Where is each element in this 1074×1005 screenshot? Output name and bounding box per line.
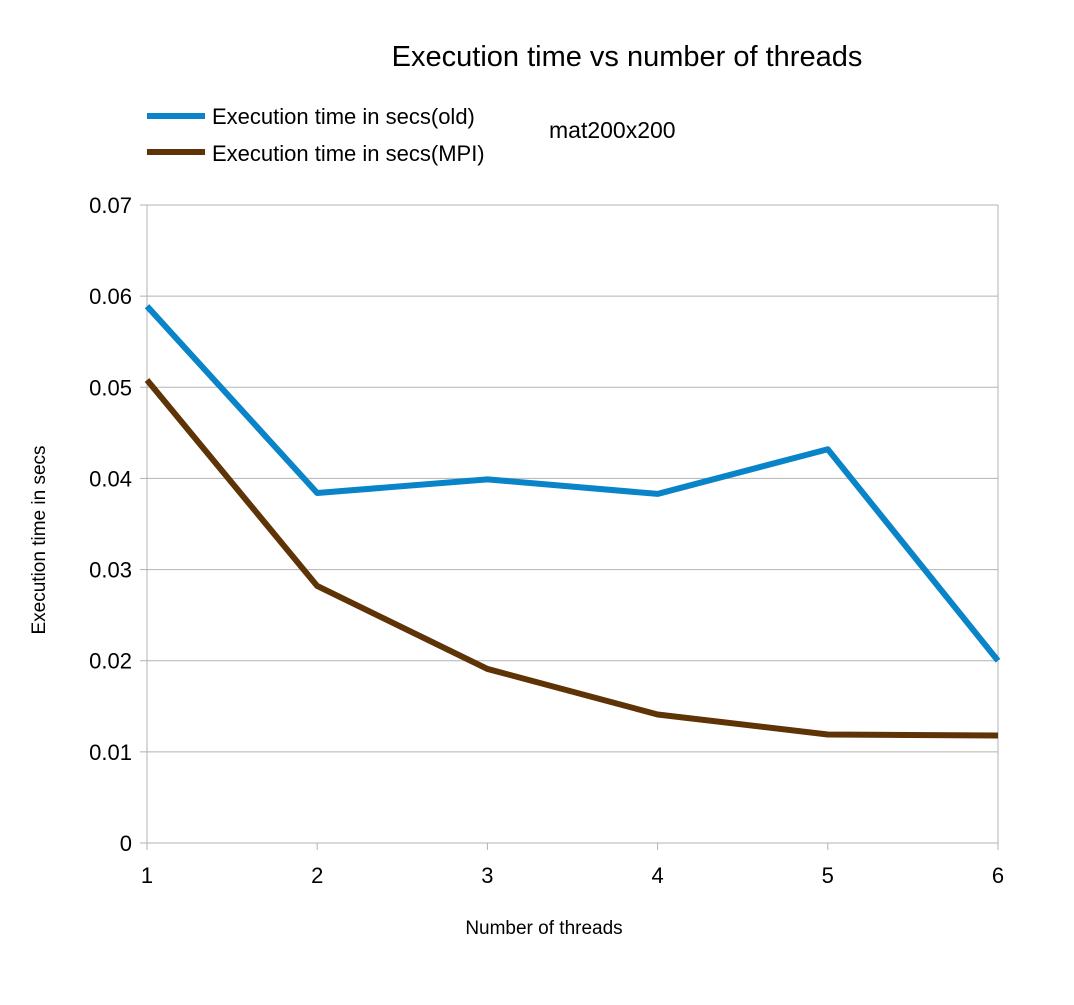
series-line-mpi (144, 378, 999, 739)
x-axis-label: Number of threads (465, 918, 622, 939)
gridlines (147, 204, 999, 844)
y-tick-label: 0.07 (89, 193, 132, 218)
legend-label-mpi: Execution time in secs(MPI) (212, 141, 485, 166)
x-tick-label: 4 (651, 863, 663, 888)
chart-annotation: mat200x200 (549, 117, 676, 143)
chart-title: Execution time vs number of threads (392, 41, 863, 73)
x-tick-label: 5 (822, 863, 834, 888)
y-tick-label: 0.06 (89, 284, 132, 309)
y-tick-label: 0 (120, 831, 132, 856)
x-tick-label: 1 (141, 863, 153, 888)
y-tick-label: 0.04 (89, 466, 132, 491)
y-tick-label: 0.01 (89, 740, 132, 765)
series-lines (144, 304, 1001, 739)
y-axis-ticks: 0 0.01 0.02 0.03 0.04 0.05 0.06 0.07 (89, 193, 147, 856)
x-tick-label: 6 (992, 863, 1004, 888)
y-tick-label: 0.05 (89, 375, 132, 400)
legend-label-old: Execution time in secs(old) (212, 104, 475, 129)
y-axis-label: Execution time in secs (29, 445, 50, 634)
x-tick-label: 2 (311, 863, 323, 888)
y-tick-label: 0.02 (89, 649, 132, 674)
legend: Execution time in secs(old) Execution ti… (147, 104, 485, 166)
x-tick-label: 3 (481, 863, 493, 888)
y-tick-label: 0.03 (89, 558, 132, 583)
x-axis-ticks: 1 2 3 4 5 6 (141, 843, 1004, 888)
series-line-old (144, 304, 1001, 663)
